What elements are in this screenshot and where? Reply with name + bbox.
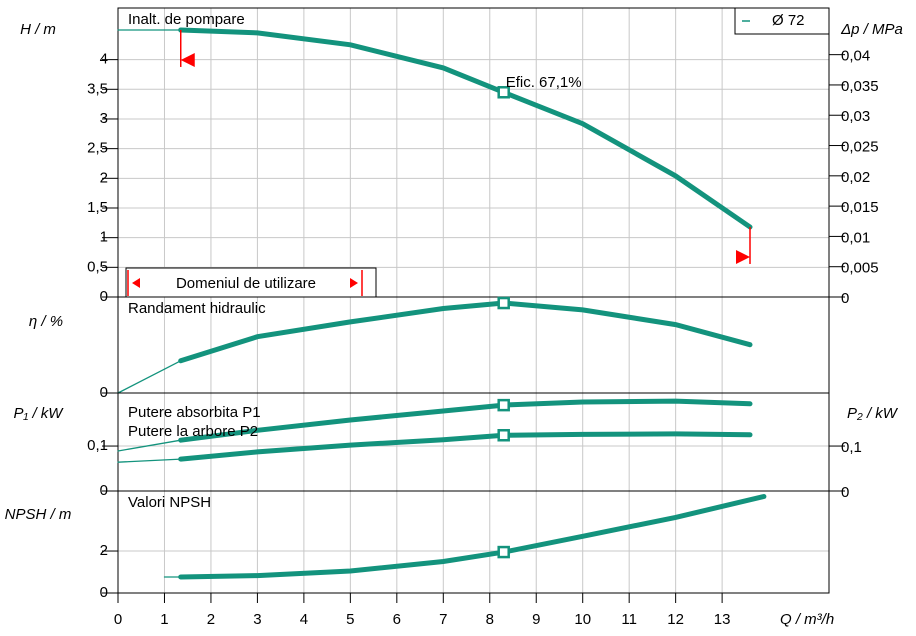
y-tick-label: 4 bbox=[100, 51, 108, 68]
x-tick-label: 11 bbox=[621, 611, 637, 628]
y2-tick-label: 0,01 bbox=[841, 229, 870, 246]
y-tick-label: 2 bbox=[100, 169, 108, 186]
range-box-arrow bbox=[350, 278, 358, 288]
y2-tick-label: 0,015 bbox=[841, 199, 879, 216]
x-tick-label: 5 bbox=[346, 611, 354, 628]
range-start-flag bbox=[180, 52, 195, 67]
range-box bbox=[125, 267, 377, 298]
curve bbox=[178, 431, 753, 462]
series-label: Putere absorbita P1 bbox=[128, 404, 261, 421]
panel-title: Randament hidraulic bbox=[128, 300, 266, 317]
x-tick-label: 6 bbox=[393, 611, 401, 628]
range-label: Domeniul de utilizare bbox=[176, 275, 316, 292]
y2-tick-label: 0,1 bbox=[841, 439, 862, 456]
x-tick-label: 8 bbox=[486, 611, 494, 628]
range-end-flag bbox=[736, 249, 750, 264]
y2-tick-label: 0 bbox=[841, 484, 849, 501]
y-tick-label: 0 bbox=[100, 288, 108, 305]
y-axis-label: P₁ / kW bbox=[14, 405, 65, 422]
operating-point bbox=[497, 545, 510, 559]
y-axis-label: η / % bbox=[29, 313, 63, 330]
y-axis-label: H / m bbox=[20, 21, 56, 38]
series-label: Putere la arbore P2 bbox=[128, 423, 258, 440]
curve-extension bbox=[117, 360, 182, 394]
y2-tick-label: 0,02 bbox=[841, 169, 870, 186]
x-tick-label: 3 bbox=[253, 611, 261, 628]
y2-axis-label: Δp / MPa bbox=[840, 21, 903, 38]
curve-extension bbox=[117, 458, 182, 463]
y-tick-label: 0 bbox=[100, 384, 108, 401]
operating-label: Efic. 67,1% bbox=[506, 74, 582, 91]
legend-box bbox=[734, 7, 830, 35]
operating-point bbox=[497, 398, 510, 412]
operating-point bbox=[497, 86, 510, 99]
x-tick-label: 7 bbox=[439, 611, 447, 628]
curve bbox=[178, 300, 753, 364]
x-tick-label: 2 bbox=[207, 611, 215, 628]
x-axis-label: Q / m³/h bbox=[780, 611, 834, 628]
x-tick-label: 4 bbox=[300, 611, 308, 628]
panel-title: Inalt. de pompare bbox=[128, 11, 245, 28]
x-tick-label: 1 bbox=[160, 611, 168, 628]
x-tick-label: 10 bbox=[574, 611, 591, 628]
panel-title: Valori NPSH bbox=[128, 494, 211, 511]
y-tick-label: 0,1 bbox=[87, 437, 108, 454]
curve bbox=[178, 27, 753, 230]
curve bbox=[178, 398, 753, 443]
y2-tick-label: 0,025 bbox=[841, 139, 879, 156]
x-tick-label: 0 bbox=[114, 611, 122, 628]
y-tick-label: 1,5 bbox=[87, 199, 108, 216]
y2-tick-label: 0,03 bbox=[841, 108, 870, 125]
y-tick-label: 3 bbox=[100, 110, 108, 127]
operating-point bbox=[497, 429, 510, 442]
y-tick-label: 0 bbox=[100, 482, 108, 499]
y-tick-label: 2 bbox=[100, 542, 108, 559]
y-axis-label: NPSH / m bbox=[5, 506, 72, 523]
y2-axis-label: P₂ / kW bbox=[847, 405, 899, 422]
curve-extension bbox=[117, 439, 182, 452]
operating-point bbox=[497, 296, 510, 310]
y-tick-label: 2,5 bbox=[87, 140, 108, 157]
range-box-arrow bbox=[132, 278, 140, 288]
y-tick-label: 0,5 bbox=[87, 258, 108, 275]
y2-tick-label: 0,04 bbox=[841, 48, 870, 65]
curve bbox=[178, 494, 767, 580]
x-tick-label: 13 bbox=[714, 611, 731, 628]
x-tick-label: 12 bbox=[667, 611, 684, 628]
legend-label: Ø 72 bbox=[772, 12, 805, 29]
y-tick-label: 3,5 bbox=[87, 80, 108, 97]
x-tick-label: 9 bbox=[532, 611, 540, 628]
y2-tick-label: 0,035 bbox=[841, 78, 879, 95]
panel-frame bbox=[117, 490, 830, 594]
y-tick-label: 1 bbox=[100, 229, 108, 246]
y-tick-label: 0 bbox=[100, 584, 108, 601]
y2-tick-label: 0,005 bbox=[841, 260, 879, 277]
y2-tick-label: 0 bbox=[841, 290, 849, 307]
